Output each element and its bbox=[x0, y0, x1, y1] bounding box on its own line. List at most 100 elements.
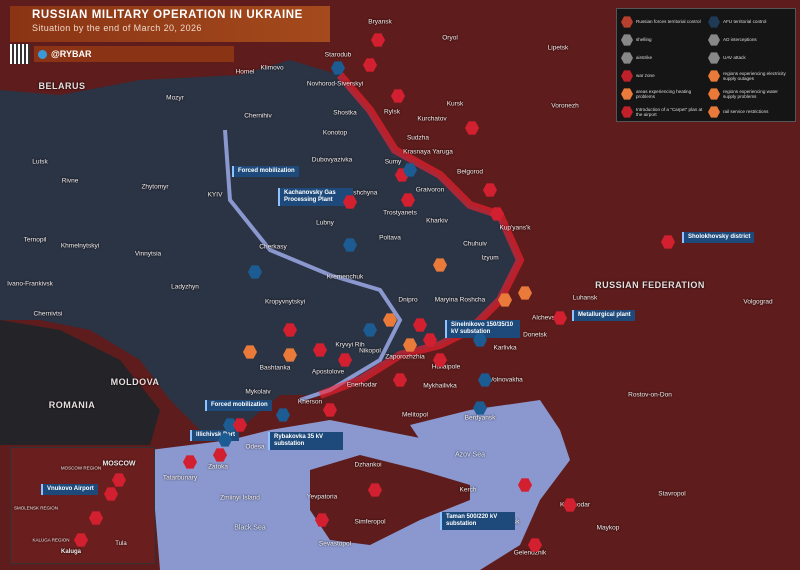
country-label: RUSSIAN FEDERATION bbox=[595, 280, 705, 290]
strike-marker[interactable] bbox=[518, 478, 532, 492]
city-label: Ladyzhyn bbox=[171, 283, 199, 291]
strike-marker[interactable] bbox=[183, 455, 197, 469]
strike-marker[interactable] bbox=[313, 343, 327, 357]
electricity-icon bbox=[708, 70, 720, 82]
ad-interception-marker[interactable] bbox=[331, 61, 345, 75]
ad-interception-marker[interactable] bbox=[403, 163, 417, 177]
city-label: Kursk bbox=[446, 100, 464, 108]
strike-marker[interactable] bbox=[283, 323, 297, 337]
city-label: Bryansk bbox=[368, 18, 392, 26]
city-label: Mykhailivka bbox=[423, 382, 457, 390]
city-label: Chernivtsi bbox=[33, 310, 63, 318]
carpet-plan-marker[interactable] bbox=[74, 533, 88, 547]
utility-outage-marker[interactable] bbox=[243, 345, 257, 359]
city-label: Gelendzhik bbox=[513, 549, 547, 557]
ad-interception-marker[interactable] bbox=[363, 323, 377, 337]
city-label: Bashtanka bbox=[259, 364, 291, 372]
legend-item: airstrike bbox=[621, 49, 704, 67]
ad-interception-marker[interactable] bbox=[473, 401, 487, 415]
airstrike-marker[interactable] bbox=[112, 473, 126, 487]
legend-item: UAV attack bbox=[708, 49, 791, 67]
city-label: Konotop bbox=[322, 129, 348, 137]
city-label: Simferopol bbox=[354, 518, 386, 526]
strike-marker[interactable] bbox=[343, 195, 357, 209]
city-label: Zatoka bbox=[208, 463, 228, 471]
legend-label: AFU territorial control bbox=[723, 19, 767, 25]
strike-marker[interactable] bbox=[371, 33, 385, 47]
strike-marker[interactable] bbox=[363, 58, 377, 72]
strike-marker[interactable] bbox=[528, 538, 542, 552]
legend-label: UAV attack bbox=[723, 55, 746, 61]
callout-box: Forced mobilization bbox=[232, 166, 299, 178]
city-label: Karlivka bbox=[493, 344, 517, 352]
telegram-handle[interactable]: @RYBAR bbox=[34, 46, 234, 62]
ad-interception-marker[interactable] bbox=[276, 408, 290, 422]
legend-item: regions experiencing electricity supply … bbox=[708, 67, 791, 85]
city-label: Sudzha bbox=[406, 134, 430, 142]
ad-interception-marker[interactable] bbox=[343, 238, 357, 252]
legend-item: regions experiencing water supply proble… bbox=[708, 85, 791, 103]
strike-marker[interactable] bbox=[391, 89, 405, 103]
city-label: Rostov-on-Don bbox=[628, 391, 672, 399]
strike-marker[interactable] bbox=[323, 403, 337, 417]
ad-interception-marker[interactable] bbox=[223, 418, 237, 432]
strike-marker[interactable] bbox=[413, 318, 427, 332]
uav-marker[interactable] bbox=[89, 511, 103, 525]
city-label: Mozyr bbox=[166, 94, 184, 102]
ad-interception-marker[interactable] bbox=[478, 373, 492, 387]
city-label: Kup'yans'k bbox=[499, 224, 531, 232]
water-icon bbox=[708, 88, 720, 100]
strike-marker[interactable] bbox=[465, 121, 479, 135]
strike-marker[interactable] bbox=[368, 483, 382, 497]
strike-marker[interactable] bbox=[213, 448, 227, 462]
country-label: ROMANIA bbox=[48, 400, 96, 410]
utility-outage-marker[interactable] bbox=[283, 348, 297, 362]
city-label: Donetsk bbox=[523, 331, 547, 339]
afu-controlled-territory bbox=[0, 60, 520, 440]
region-label: KALUGA REGION bbox=[32, 537, 70, 543]
city-label: Voronezh bbox=[551, 102, 579, 110]
city-label: Kaluga bbox=[60, 549, 82, 555]
region-label: SMOLENSK REGION bbox=[13, 505, 59, 511]
strike-marker[interactable] bbox=[401, 193, 415, 207]
legend-label: regions experiencing electricity supply … bbox=[723, 70, 786, 81]
legend-label: Introduction of a "Carpet" plan at the a… bbox=[636, 106, 703, 117]
strike-marker[interactable] bbox=[563, 498, 577, 512]
callout-box: Kachanovsky Gas Processing Plant bbox=[278, 188, 353, 207]
city-label: Kurchatov bbox=[417, 115, 447, 123]
moscow-inset-map[interactable]: MOSCOW Kaluga Tula MOSCOW REGION SMOLENS… bbox=[10, 447, 155, 564]
utility-outage-marker[interactable] bbox=[403, 338, 417, 352]
utility-outage-marker[interactable] bbox=[498, 293, 512, 307]
strike-marker[interactable] bbox=[483, 183, 497, 197]
strike-marker[interactable] bbox=[423, 333, 437, 347]
legend-item: AD interceptions bbox=[708, 31, 791, 49]
carpet-plan-marker[interactable] bbox=[104, 487, 118, 501]
strike-marker[interactable] bbox=[233, 418, 247, 432]
strike-marker[interactable] bbox=[315, 513, 329, 527]
legend-label: shelling bbox=[636, 37, 652, 43]
strike-marker[interactable] bbox=[661, 235, 675, 249]
sea-label: Azov Sea bbox=[455, 451, 485, 459]
ad-interception-marker[interactable] bbox=[248, 265, 262, 279]
city-label: Rylsk bbox=[384, 108, 400, 116]
city-label: Sumy bbox=[384, 158, 402, 166]
legend-item: Russian forces territorial control bbox=[621, 13, 704, 31]
page-title: RUSSIAN MILITARY OPERATION IN UKRAINE bbox=[32, 9, 303, 21]
qr-code-icon[interactable] bbox=[10, 44, 30, 64]
callout-box: Sholokhovsky district bbox=[682, 232, 755, 244]
city-label: Homel bbox=[235, 68, 255, 76]
strike-marker[interactable] bbox=[553, 311, 567, 325]
strike-marker[interactable] bbox=[338, 353, 352, 367]
ad-interception-marker[interactable] bbox=[473, 333, 487, 347]
city-label: Kropyvnytskyi bbox=[264, 298, 306, 306]
utility-outage-marker[interactable] bbox=[383, 313, 397, 327]
strike-marker[interactable] bbox=[393, 373, 407, 387]
utility-outage-marker[interactable] bbox=[433, 258, 447, 272]
ad-interception-marker[interactable] bbox=[218, 433, 232, 447]
strike-marker[interactable] bbox=[490, 207, 504, 221]
strike-marker[interactable] bbox=[433, 353, 447, 367]
callout-box: Forced mobilization bbox=[205, 400, 272, 412]
city-label: Maryina Roshcha bbox=[434, 296, 486, 304]
region-label: MOSCOW REGION bbox=[60, 465, 102, 471]
utility-outage-marker[interactable] bbox=[518, 286, 532, 300]
